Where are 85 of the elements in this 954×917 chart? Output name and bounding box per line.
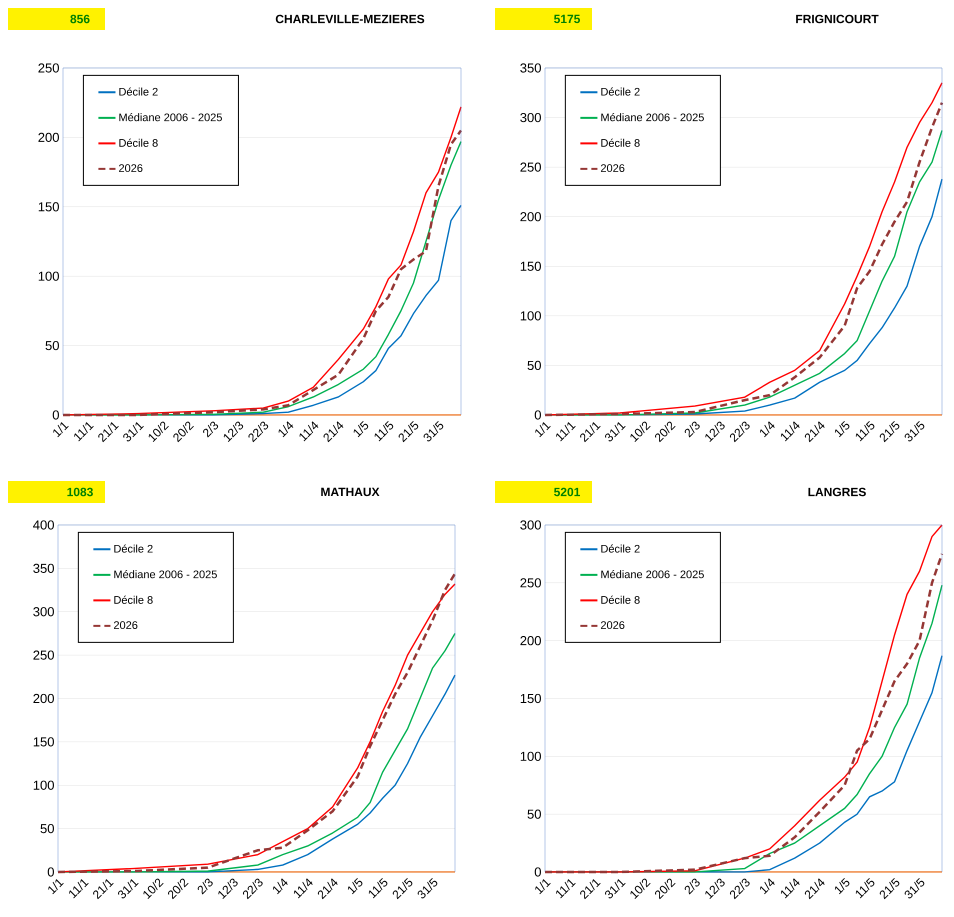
chart-subtitle: 856 (70, 14, 90, 24)
x-tick-label: 31/1 (605, 422, 626, 442)
legend-label: 2026 (600, 621, 624, 630)
legend-label: 2026 (600, 164, 624, 172)
y-tick-label: 250 (33, 650, 54, 660)
legend-label: 2026 (114, 621, 138, 630)
x-tick-label: 2/3 (198, 878, 213, 895)
chart-title: CHARLEVILLE-MEZIERES (276, 14, 424, 24)
x-tick-label: 11/4 (300, 421, 318, 442)
y-tick-label: 100 (34, 780, 54, 790)
x-tick-label: 11/4 (294, 878, 313, 898)
x-tick-label: 11/1 (74, 422, 94, 442)
x-tick-label: 21/1 (580, 422, 601, 442)
x-tick-label: 11/4 (780, 421, 800, 442)
legend-label: Décile 8 (114, 596, 153, 604)
x-tick-label: 11/4 (780, 878, 800, 898)
legend-label: Médiane 2006 - 2025 (119, 113, 222, 122)
y-tick-label: 250 (520, 162, 541, 172)
x-tick-label: 1/5 (834, 878, 850, 894)
chart-subtitle: 1083 (67, 488, 93, 496)
x-tick-label: 1/4 (760, 421, 775, 438)
y-tick-label: 0 (48, 867, 54, 877)
legend-label: Décile 2 (114, 544, 153, 553)
y-tick-label: 300 (520, 520, 541, 530)
y-tick-label: 0 (534, 867, 541, 877)
x-tick-label: 31/1 (118, 879, 139, 898)
legend-label: Décile 8 (119, 138, 158, 147)
x-tick-label: 1/1 (48, 879, 64, 894)
chart-title: LANGRES (808, 488, 866, 496)
chart-subtitle: 5175 (554, 14, 580, 24)
y-tick-label: 100 (520, 752, 541, 761)
y-tick-label: 200 (38, 132, 59, 142)
x-tick-label: 31/1 (123, 422, 144, 442)
y-tick-label: 150 (38, 202, 59, 212)
x-tick-label: 1/4 (278, 421, 294, 438)
legend-label: Décile 2 (601, 87, 640, 96)
x-tick-label: 21/1 (580, 879, 601, 900)
legend-label: Décile 2 (601, 544, 640, 553)
x-tick-label: 2/3 (203, 422, 218, 438)
y-tick-label: 250 (520, 578, 541, 588)
y-tick-label: 0 (52, 410, 59, 420)
y-tick-label: 400 (33, 520, 54, 530)
x-tick-label: 1/1 (535, 422, 551, 438)
y-tick-label: 350 (33, 564, 54, 573)
x-tick-label: 31/1 (605, 879, 626, 898)
x-tick-label: 1/5 (354, 420, 368, 438)
y-tick-label: 150 (520, 262, 541, 271)
legend-label: Décile 8 (601, 596, 640, 604)
y-tick-label: 350 (520, 63, 541, 73)
y-tick-label: 300 (33, 607, 54, 616)
x-tick-label: 1/1 (53, 422, 69, 438)
chart-subtitle: 5201 (554, 488, 580, 496)
x-tick-label: 2/3 (684, 878, 700, 895)
y-tick-label: 300 (520, 112, 541, 122)
y-tick-label: 50 (528, 810, 541, 819)
y-tick-label: 200 (520, 636, 541, 646)
chart-title: FRIGNICOURT (796, 14, 879, 24)
y-tick-label: 250 (38, 63, 59, 73)
x-tick-label: 1/4 (760, 878, 775, 894)
legend-label: Décile 2 (119, 87, 158, 96)
x-tick-label: 11/1 (69, 879, 89, 898)
y-tick-label: 0 (534, 410, 541, 420)
y-tick-label: 150 (34, 737, 54, 746)
legend-label: Médiane 2006 - 2025 (114, 570, 217, 578)
x-tick-label: 11/1 (556, 879, 576, 898)
x-tick-label: 2/3 (684, 422, 700, 438)
legend-label: Décile 8 (601, 138, 640, 147)
y-tick-label: 100 (38, 272, 59, 281)
y-tick-label: 200 (520, 212, 541, 222)
y-tick-label: 50 (528, 360, 541, 370)
y-tick-label: 150 (520, 694, 541, 704)
legend-label: Médiane 2006 - 2025 (601, 570, 704, 578)
legend-label: Médiane 2006 - 2025 (601, 113, 704, 122)
legend-label: 2026 (119, 164, 142, 172)
x-tick-label: 1/5 (834, 420, 850, 438)
x-tick-label: 1/4 (272, 878, 288, 894)
x-tick-label: 11/1 (556, 422, 576, 442)
chart-title: MATHAUX (321, 488, 380, 496)
x-tick-label: 1/1 (535, 879, 551, 894)
x-tick-label: 1/5 (348, 878, 362, 894)
y-tick-label: 100 (520, 311, 541, 320)
y-tick-label: 200 (33, 694, 54, 704)
y-tick-label: 50 (46, 340, 59, 350)
x-tick-label: 21/1 (93, 879, 114, 900)
y-tick-label: 50 (40, 824, 54, 834)
